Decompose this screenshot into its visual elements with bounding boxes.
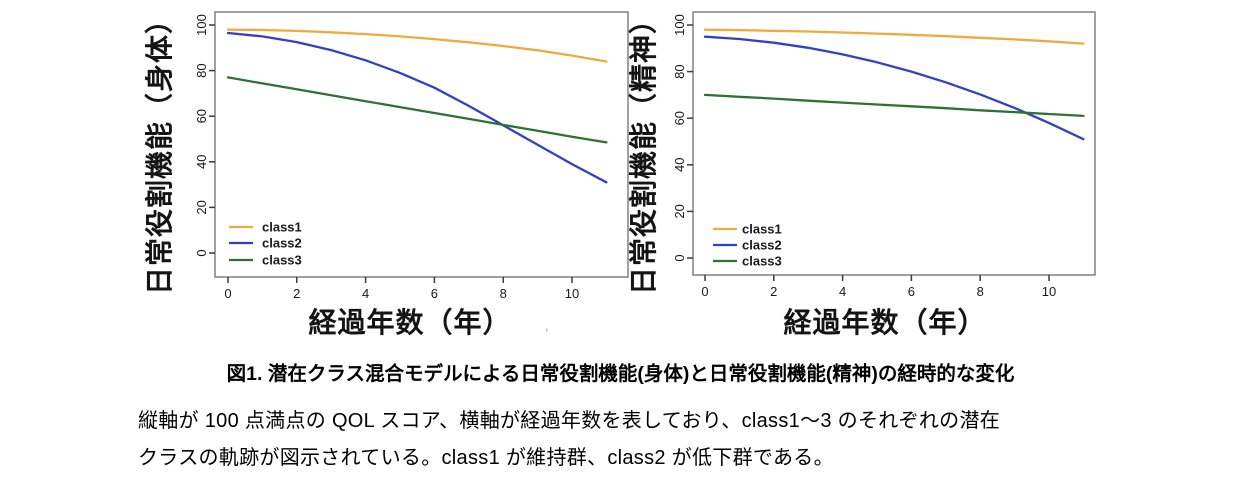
x-tick-label: 4 xyxy=(839,284,846,299)
series-line-class3 xyxy=(703,93,1085,118)
y-tick-label: 100 xyxy=(672,14,687,36)
y-tick-label: 60 xyxy=(194,109,209,123)
y-tick-label: 0 xyxy=(194,249,209,256)
y-tick-label: 20 xyxy=(672,204,687,218)
figure-caption-body-line1: 縦軸が 100 点満点の QOL スコア、横軸が経過年数を表しており、class… xyxy=(138,410,1001,432)
legend-label-class3: class3 xyxy=(262,253,302,268)
y-axis-label-physical-text: 日常役割機能（身体） xyxy=(144,4,176,296)
series-line-class1 xyxy=(703,28,1085,45)
legend-label-class3: class3 xyxy=(742,254,782,269)
series-line-class3 xyxy=(226,76,608,144)
y-tick-label: 40 xyxy=(672,158,687,172)
legend-label-class1: class1 xyxy=(742,222,782,237)
x-tick-label: 2 xyxy=(770,284,777,299)
x-tick-label: 6 xyxy=(908,284,915,299)
figure-caption-body-line2: クラスの軌跡が図示されている。class1 が維持群、class2 が低下群であ… xyxy=(138,447,834,469)
stray-comma-mark: , xyxy=(545,318,549,333)
x-tick-label: 4 xyxy=(362,286,369,300)
y-axis-label-mental: 日常役割機能（精神） xyxy=(618,0,666,300)
figure-caption-title: 図1. 潜在クラス混合モデルによる日常役割機能(身体)と日常役割機能(精神)の経… xyxy=(226,363,1015,385)
x-tick-label: 8 xyxy=(977,284,984,299)
plot-box xyxy=(692,11,1096,276)
x-tick-label: 2 xyxy=(293,286,300,300)
legend-label-class2: class2 xyxy=(262,236,302,251)
x-axis-label-left: 経過年数（年） xyxy=(308,307,512,338)
legend-label-class2: class2 xyxy=(742,238,782,253)
y-tick-label: 0 xyxy=(672,254,687,261)
y-axis-label-physical: 日常役割機能（身体） xyxy=(134,0,182,300)
x-tick-label: 10 xyxy=(1042,284,1056,299)
y-tick-label: 80 xyxy=(672,64,687,78)
x-tick-label: 8 xyxy=(500,286,507,300)
series-line-class2 xyxy=(226,31,608,184)
plot-box xyxy=(214,11,629,278)
series-line-class2 xyxy=(703,35,1085,141)
y-tick-label: 100 xyxy=(194,14,209,36)
x-tick-label: 6 xyxy=(431,286,438,300)
x-tick-label: 0 xyxy=(701,284,708,299)
legend-label-class1: class1 xyxy=(262,220,302,235)
y-axis-label-mental-text: 日常役割機能（精神） xyxy=(628,4,660,296)
y-tick-label: 80 xyxy=(194,63,209,77)
y-tick-label: 20 xyxy=(194,200,209,214)
x-tick-label: 0 xyxy=(224,286,231,300)
series-line-class1 xyxy=(226,28,608,63)
y-tick-label: 40 xyxy=(194,155,209,169)
x-tick-label: 10 xyxy=(565,286,579,300)
y-tick-label: 60 xyxy=(672,111,687,125)
x-axis-label-right: 経過年数（年） xyxy=(783,307,987,338)
